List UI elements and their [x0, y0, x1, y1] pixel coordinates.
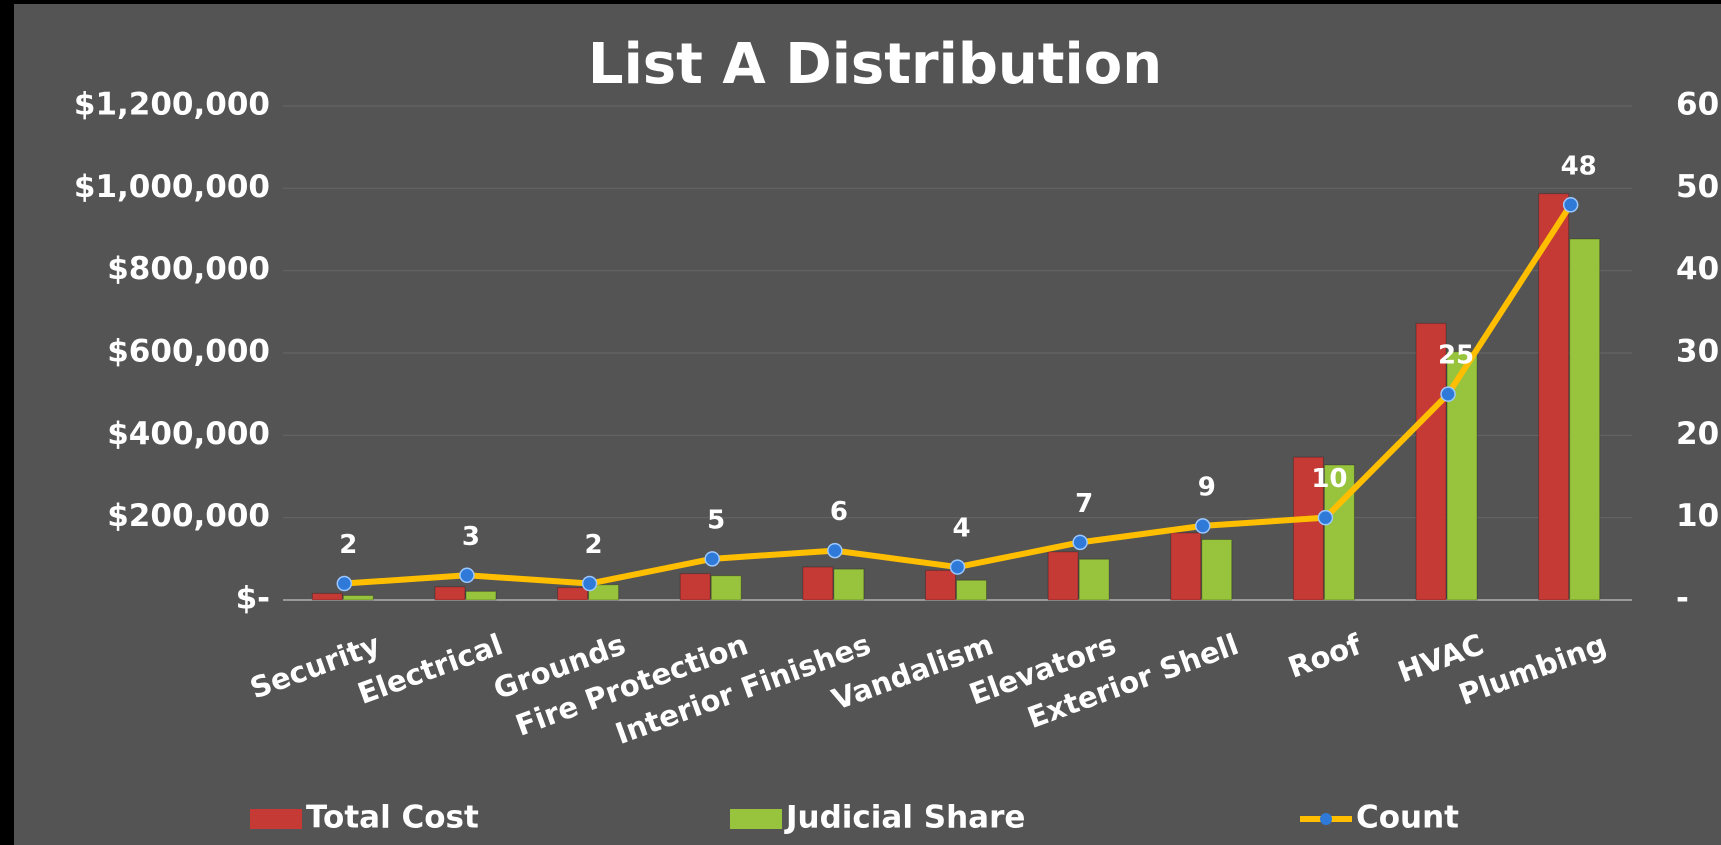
bar [1569, 238, 1601, 601]
legend-swatch [250, 809, 302, 829]
bar [1078, 558, 1110, 601]
y2-tick-label: 20 [1676, 416, 1719, 452]
line-marker [1072, 534, 1088, 551]
bar [833, 568, 865, 601]
bar [1415, 322, 1447, 601]
bar [1323, 464, 1355, 601]
data-label: 7 [1075, 489, 1093, 519]
bar [1170, 532, 1202, 601]
bar [1292, 456, 1324, 601]
bar [1201, 538, 1233, 601]
bar [342, 594, 374, 601]
line-marker [1440, 386, 1456, 402]
bar [557, 587, 589, 601]
y-tick-label: $600,000 [107, 334, 270, 370]
data-label: 25 [1438, 341, 1474, 371]
bar [1538, 193, 1570, 601]
bar [311, 592, 343, 601]
bar [465, 590, 497, 601]
y2-tick-label: 50 [1676, 169, 1719, 205]
data-label: 5 [707, 505, 725, 535]
bar [679, 573, 711, 601]
bar [588, 584, 620, 601]
data-label: 2 [585, 530, 603, 560]
y-tick-label: $1,000,000 [74, 169, 270, 205]
bar [925, 569, 956, 601]
data-label: 2 [339, 530, 357, 560]
y2-tick-label: 60 [1676, 87, 1719, 123]
bar [710, 575, 742, 601]
line-marker [1317, 509, 1334, 526]
data-label: 6 [830, 497, 848, 527]
y-tick-label: $1,200,000 [74, 87, 270, 123]
line-marker [336, 575, 353, 592]
y2-tick-label: 30 [1676, 334, 1719, 370]
line-marker [581, 575, 598, 592]
line-marker [1562, 197, 1579, 213]
y-tick-label: $- [236, 581, 270, 617]
y2-tick-label: 10 [1676, 498, 1719, 534]
bar [956, 579, 987, 601]
data-label: 4 [952, 514, 970, 544]
y-tick-label: $800,000 [107, 251, 270, 287]
y2-tick-label: - [1676, 581, 1689, 617]
line-marker [459, 567, 475, 584]
data-label: 9 [1198, 472, 1216, 502]
y2-tick-label: 40 [1676, 251, 1719, 287]
bar [802, 566, 834, 601]
data-label: 3 [462, 522, 480, 552]
line-marker [704, 551, 720, 567]
y-tick-label: $200,000 [107, 498, 270, 534]
chart-title: List A Distribution [588, 32, 1162, 97]
line-marker [827, 542, 843, 559]
line-marker [949, 559, 966, 575]
legend-label: Judicial Share [784, 800, 1025, 836]
bar [434, 586, 466, 601]
bar [1047, 551, 1079, 601]
data-label: 10 [1311, 464, 1347, 494]
legend-swatch [730, 809, 782, 829]
legend-label: Count [1356, 800, 1459, 836]
y-tick-label: $400,000 [107, 416, 270, 452]
legend-label: Total Cost [306, 800, 479, 836]
legend-marker [1320, 813, 1332, 825]
data-label: 48 [1561, 151, 1597, 181]
line-marker [1195, 518, 1211, 534]
